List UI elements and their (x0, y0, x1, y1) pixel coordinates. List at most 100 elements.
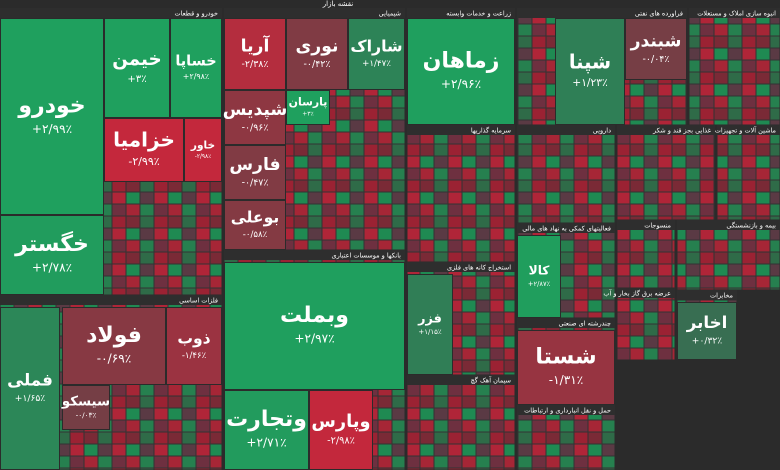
sector-header (407, 125, 515, 135)
sector-header (617, 288, 675, 298)
tile-change: +۱/۲۳٪ (572, 76, 608, 89)
tile (286, 90, 330, 125)
tile-name: وبملت (280, 303, 349, 328)
sector-area (617, 288, 675, 360)
tile-change: +۲/۹۸٪ (183, 72, 209, 81)
tile-change: -۰/۴۷٪ (242, 177, 269, 188)
sector-label: انبوه سازی املاک و مستغلات (697, 10, 776, 18)
sector-header (517, 318, 615, 328)
tile-change: -۲/۹۹٪ (128, 155, 159, 168)
sector-header (689, 8, 780, 18)
tile-change: -۰/۴۲٪ (304, 59, 331, 70)
sector-header (677, 220, 780, 230)
sector-label: فعالیتهای کمکی به نهاد های مالی (522, 225, 611, 233)
tile-name: خیمن (112, 49, 161, 70)
sector-area (717, 125, 780, 220)
tile-change: -۰/۵۸٪ (243, 230, 268, 240)
tile-change: +۳٪ (127, 74, 146, 85)
tile (224, 200, 286, 250)
sector-label: خودرو و قطعات (175, 10, 219, 18)
tile-change: +۳٪ (302, 111, 313, 118)
sector-label: مخابرات (710, 292, 733, 300)
tile-name: فولاد (86, 323, 142, 348)
tile-change: +۲/۹۹٪ (32, 122, 72, 136)
sector-label: بیمه و بازنشستگی (726, 222, 776, 230)
sector-area (407, 375, 515, 470)
tile-name: شپدیس (223, 100, 288, 120)
sector-label: ماشین آلات و تجهیزات (715, 126, 776, 135)
tile (224, 262, 405, 390)
sector-header (224, 8, 405, 18)
sector-area (677, 220, 780, 290)
sector-label: سیمان آهک گچ (471, 376, 511, 385)
tile-name: ذوب (177, 330, 210, 348)
sector-area (517, 125, 615, 223)
tile-change: -۰/۹۶٪ (242, 122, 269, 133)
tile (224, 18, 286, 90)
tile-change: -۱/۴۶٪ (182, 351, 207, 361)
tile (348, 18, 405, 90)
tile (517, 330, 615, 405)
sector-label: حمل و نقل انبارداری و ارتباطات (524, 407, 611, 415)
tile-name: شاراک (350, 36, 402, 55)
tile-change: +۱/۶۵٪ (15, 393, 46, 404)
tile-name: خودرو (17, 94, 85, 119)
sector-label: فراورده های نفتی (635, 10, 683, 18)
tile (224, 90, 286, 145)
tile (555, 18, 625, 125)
tile-change: +۲/۷۸٪ (32, 261, 72, 275)
tile-name: آریا (241, 34, 271, 56)
sector-area (407, 125, 515, 262)
tile-name: پارسان (289, 96, 328, 109)
sector-header (717, 125, 780, 135)
tile-name: وتجارت (226, 407, 307, 432)
sector-header (517, 125, 615, 135)
sector-label: سرمایه گذاریها (471, 127, 511, 135)
sector-label: فلزات اساسی (179, 297, 218, 305)
tile (62, 307, 166, 385)
tile-change: +۲/۹۷٪ (294, 332, 334, 346)
tile (224, 390, 309, 470)
tile (224, 145, 286, 200)
tile-change: -۲/۳۸٪ (242, 59, 269, 70)
tile (517, 235, 561, 318)
tile-name: کالا (529, 264, 551, 278)
sector-header (407, 8, 515, 18)
sector-header (677, 290, 737, 300)
tile (62, 385, 110, 430)
sector-header (0, 8, 222, 18)
sector-area (617, 125, 715, 220)
tile-change: -۰/۶۹٪ (97, 352, 131, 366)
tile-name: بوعلی (231, 208, 279, 226)
tile-name: زماهان (423, 49, 500, 74)
sector-label: منسوجات (644, 222, 671, 230)
tile (0, 18, 104, 215)
tile (184, 118, 222, 182)
sector-label: چندرشته ای صنعتی (559, 320, 611, 328)
tile-change: +۱/۱۵٪ (418, 327, 442, 336)
tile-name: نوری (296, 36, 339, 56)
sector-label: استخراج کانه های فلزی (447, 264, 511, 272)
tile-change: +۲/۷۱٪ (246, 436, 286, 450)
tile-name: خاور (190, 139, 215, 151)
tile-name: شستا (535, 345, 596, 370)
tile-name: فملی (7, 371, 53, 390)
sector-label: غذایی بجز قند و شکر (652, 127, 712, 135)
tile-name: فارس (229, 155, 280, 175)
sector-header (407, 375, 515, 385)
sector-label: زراعت و خدمات وابسته (446, 10, 511, 18)
tile (407, 18, 515, 125)
tile-change: +۲/۹۶٪ (441, 77, 481, 91)
sector-header (0, 295, 222, 305)
tile-name: خساپا (175, 54, 216, 70)
sector-header (517, 405, 615, 415)
tile-name: سیسکو (61, 395, 110, 410)
tile-name: فزر (417, 311, 442, 326)
tile-name: شبندر (630, 31, 682, 51)
tile (104, 18, 170, 118)
sector-label: شیمیایی (379, 10, 401, 18)
sector-label: عرضه برق گاز بخار و آب (603, 289, 671, 298)
sector-header (517, 223, 615, 233)
tile-name: خزامیا (113, 128, 175, 152)
